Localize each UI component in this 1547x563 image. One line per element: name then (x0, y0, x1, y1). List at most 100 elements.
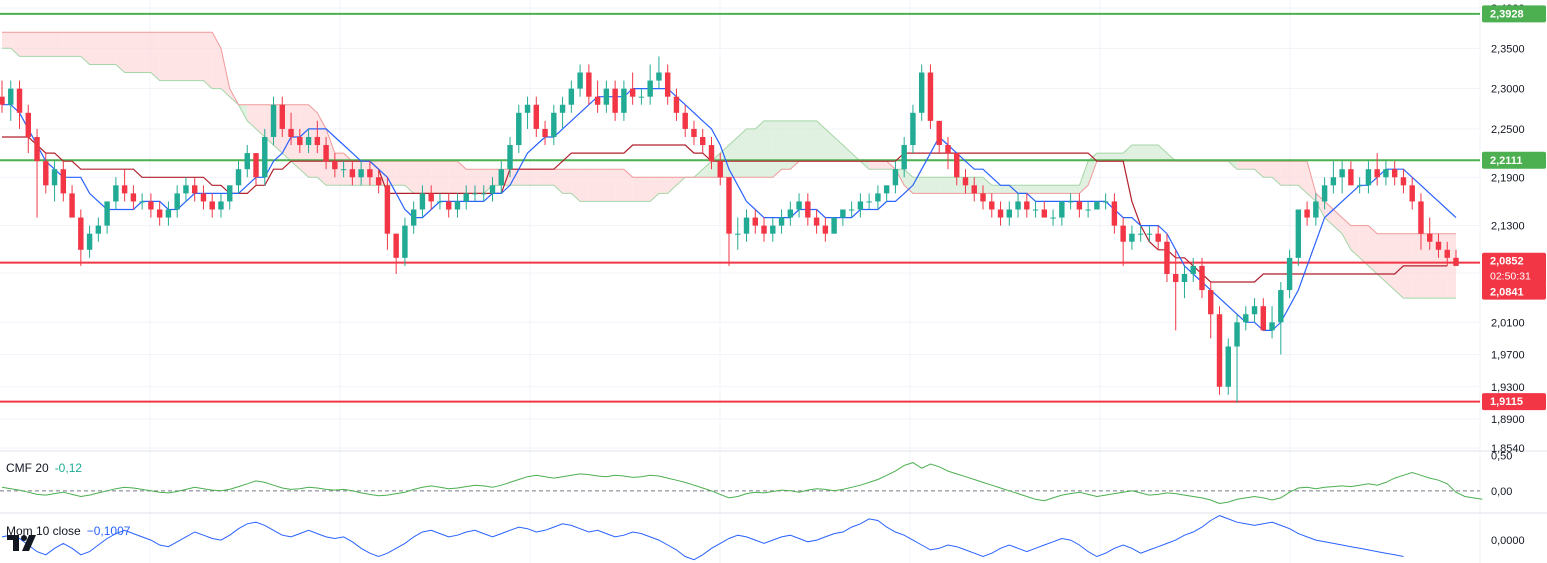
candle-body (34, 136, 40, 162)
level-tag-bg (1482, 393, 1546, 411)
candle-body (866, 201, 872, 203)
price-axis[interactable]: 0,500,000,00002,40002,35002,30002,25002,… (1491, 3, 1525, 547)
candle-body (1120, 225, 1126, 242)
candle-body (761, 225, 767, 234)
cloud-segment (615, 169, 624, 202)
cloud-segment (606, 169, 616, 202)
candle-body (51, 169, 58, 186)
candle-body (69, 193, 75, 218)
cloud-segment (1018, 185, 1027, 194)
candle-body (1076, 201, 1083, 210)
candle-body (638, 96, 645, 98)
candle-body (1067, 201, 1074, 203)
cloud-segment (448, 161, 458, 194)
cloud-segment (729, 136, 738, 178)
tradingview-logo-icon[interactable] (6, 531, 40, 553)
candle-body (1295, 209, 1302, 258)
cloud-segment (1035, 185, 1045, 194)
candle-body (1234, 322, 1240, 347)
cloud-segment (1158, 145, 1167, 162)
candle-body (410, 209, 417, 226)
candle-body (586, 72, 592, 97)
candle-body (358, 169, 364, 178)
cloud-segment (1237, 161, 1246, 170)
cloud-segment (28, 32, 38, 57)
mom-legend[interactable]: Mom 10 close −0,1007 (6, 524, 130, 538)
candle-body (1225, 346, 1231, 387)
candle-body (997, 209, 1004, 218)
cloud-segment (159, 32, 169, 81)
cloud-segment (930, 177, 940, 194)
cloud-segment (991, 185, 1001, 194)
candle-body (516, 112, 522, 146)
candle-body (735, 233, 741, 235)
candle-body (1015, 201, 1021, 210)
candle-body (1190, 265, 1196, 274)
cloud-segment (527, 169, 537, 186)
candle-body (1181, 273, 1188, 283)
candle-body (1024, 201, 1030, 210)
candle-body (437, 201, 443, 203)
candle-body (209, 201, 215, 210)
indicator-tick-label: 0,0000 (1491, 535, 1525, 547)
candle-body (787, 209, 794, 218)
candle-body (875, 193, 881, 202)
horizontal-levels[interactable] (0, 12, 1480, 403)
candle-body (148, 201, 154, 210)
cloud-segment (1289, 161, 1299, 186)
candle-body (901, 145, 907, 170)
candle-body (183, 185, 189, 194)
cloud-segment (1096, 153, 1106, 162)
candle-body (708, 145, 715, 162)
candle-body (454, 201, 461, 210)
cloud-segment (194, 32, 204, 81)
cloud-segment (571, 169, 581, 202)
price-tick-label: 2,3000 (1491, 84, 1525, 96)
price-tick-label: 2,1300 (1491, 221, 1525, 233)
candle-body (43, 161, 49, 186)
candle-body (227, 185, 233, 202)
candle-body (323, 145, 329, 162)
candle-body (340, 169, 347, 171)
candle-body (156, 209, 163, 218)
candle-body (367, 169, 373, 178)
candle-body (1348, 169, 1354, 186)
level-tag-bg (1482, 151, 1546, 169)
cmf-legend-value: -0,12 (54, 461, 83, 475)
cloud-segment (1394, 233, 1404, 299)
cloud-segment (431, 161, 440, 194)
cloud-segment (1149, 145, 1159, 162)
price-tick-label: 2,3500 (1491, 43, 1525, 55)
candle-body (1278, 290, 1284, 323)
level-tag-text: 2,3928 (1490, 8, 1524, 20)
cloud-segment (921, 177, 931, 194)
cloud-segment (781, 120, 791, 170)
candle-body (288, 128, 294, 137)
candle-body (1216, 314, 1223, 387)
candle-body (796, 201, 802, 210)
cloud-segment (1131, 145, 1141, 162)
cloud-segment (807, 120, 817, 162)
candle-body (1365, 169, 1372, 186)
cloud-segment (877, 161, 887, 170)
candle-body (1409, 185, 1415, 202)
price-tick-label: 2,0100 (1491, 317, 1525, 329)
cloud-segment (413, 161, 423, 194)
candle-body (121, 185, 128, 194)
candle-body (848, 209, 855, 211)
candle-body (1269, 322, 1275, 331)
candle-body (673, 96, 680, 113)
candle-body (559, 104, 566, 113)
cloud-segment (825, 128, 835, 162)
candle-body (533, 104, 540, 129)
candle-body (165, 209, 172, 218)
price-tick-label: 2,2500 (1491, 124, 1525, 136)
candle-body (1199, 265, 1205, 291)
tenkan-line (2, 88, 1457, 331)
cmf-legend[interactable]: CMF 20 -0,12 (6, 461, 82, 475)
cloud-segment (63, 32, 73, 57)
candle-body (1427, 233, 1433, 242)
candle-body (1374, 169, 1380, 178)
candle-body (647, 80, 653, 97)
